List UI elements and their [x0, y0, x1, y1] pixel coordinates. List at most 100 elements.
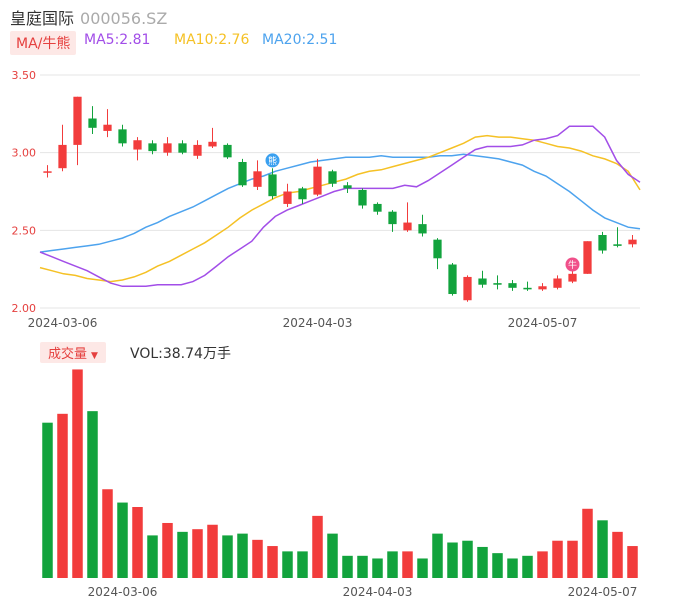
candle-body: [208, 141, 217, 147]
candle-body: [73, 96, 82, 145]
volume-bar: [42, 422, 53, 578]
volume-bar: [357, 555, 368, 578]
volume-bar: [267, 546, 278, 578]
candle: [328, 169, 337, 187]
candle-body: [343, 185, 352, 189]
candle: [418, 214, 427, 237]
volume-bar: [102, 489, 113, 578]
candle: [493, 275, 502, 290]
y-tick-label: 2.00: [12, 302, 37, 315]
volume-selector-button[interactable]: 成交量 ▼: [40, 342, 106, 363]
candle-body: [283, 191, 292, 204]
volume-bar: [222, 535, 233, 578]
x-tick-label: 2024-03-06: [28, 316, 98, 330]
volume-bar: [147, 535, 158, 578]
volume-bar: [207, 524, 218, 578]
candle: [538, 283, 547, 291]
volume-bar: [567, 540, 578, 578]
volume-x-tick-label: 2024-04-03: [343, 585, 413, 599]
bull-marker: 牛: [565, 257, 580, 272]
stock-code: 000056.SZ: [80, 9, 168, 28]
bear-marker: 熊: [265, 153, 280, 168]
candle: [583, 241, 592, 274]
candle: [283, 183, 292, 208]
volume-bar: [312, 515, 323, 578]
candle: [373, 202, 382, 215]
ma-selector-button[interactable]: MA/牛熊: [10, 31, 77, 55]
volume-bar: [462, 540, 473, 578]
candle-body: [418, 224, 427, 234]
candle: [448, 262, 457, 296]
candle-body: [493, 283, 502, 285]
candle-body: [433, 239, 442, 259]
candle-body: [193, 144, 202, 156]
candle-body: [463, 276, 472, 301]
candle-body: [478, 278, 487, 285]
chevron-down-icon: ▼: [91, 351, 98, 361]
candle-body: [628, 239, 637, 245]
stock-name: 皇庭国际: [10, 9, 75, 28]
candle: [313, 158, 322, 197]
volume-bar: [582, 508, 593, 578]
x-tick-label: 2024-04-03: [283, 316, 353, 330]
candle: [628, 234, 637, 248]
candle-body: [163, 143, 172, 153]
candle: [433, 238, 442, 270]
bull-marker-badge: [565, 257, 580, 272]
volume-bar: [117, 502, 128, 578]
candle: [508, 280, 517, 291]
candle-body: [118, 129, 127, 144]
volume-x-tick-label: 2024-03-06: [88, 585, 158, 599]
candle: [388, 210, 397, 232]
volume-bar: [492, 553, 503, 578]
candle-body: [598, 234, 607, 251]
candle-body: [553, 278, 562, 288]
bear-marker-badge: [265, 153, 280, 168]
ma20-line: [39, 153, 641, 253]
volume-bar: [327, 533, 338, 578]
volume-bar: [387, 551, 398, 578]
candle-body: [148, 143, 157, 152]
volume-bar: [252, 539, 263, 578]
volume-bar: [132, 507, 143, 578]
y-tick-label: 2.50: [12, 224, 37, 237]
bull-marker-label: 牛: [568, 259, 577, 271]
stock-title: 皇庭国际 000056.SZ: [10, 5, 167, 29]
candle-body: [268, 174, 277, 197]
volume-bar: [627, 546, 638, 578]
candle: [118, 124, 127, 147]
candle-body: [568, 273, 577, 282]
ma10-legend: MA10:2.76: [174, 32, 250, 48]
ma20-legend: MA20:2.51: [262, 32, 338, 48]
candle-body: [103, 124, 112, 131]
candle-body: [178, 143, 187, 153]
volume-bar: [72, 369, 83, 578]
volume-bar: [537, 551, 548, 578]
volume-bar: [417, 558, 428, 578]
candle: [73, 96, 82, 166]
candle: [298, 186, 307, 204]
y-tick-label: 3.00: [12, 147, 37, 160]
volume-bar: [282, 551, 293, 578]
candle: [223, 143, 232, 159]
candle-body: [358, 189, 367, 206]
bear-marker-label: 熊: [268, 155, 277, 167]
candle: [463, 275, 472, 302]
candle-body: [523, 287, 532, 290]
candle: [133, 137, 142, 161]
volume-bar: [522, 555, 533, 578]
volume-value: VOL:38.74万手: [130, 346, 231, 362]
candle: [403, 202, 412, 232]
volume-bar: [87, 411, 98, 578]
volume-bar: [552, 540, 563, 578]
volume-bar: [612, 531, 623, 578]
candle-body: [403, 222, 412, 231]
x-tick-label: 2024-05-07: [508, 316, 578, 330]
candle-body: [388, 211, 397, 225]
candle: [253, 160, 262, 190]
candle-body: [58, 144, 67, 169]
candle-body: [238, 161, 247, 186]
candle-body: [583, 241, 592, 274]
candle: [343, 182, 352, 194]
